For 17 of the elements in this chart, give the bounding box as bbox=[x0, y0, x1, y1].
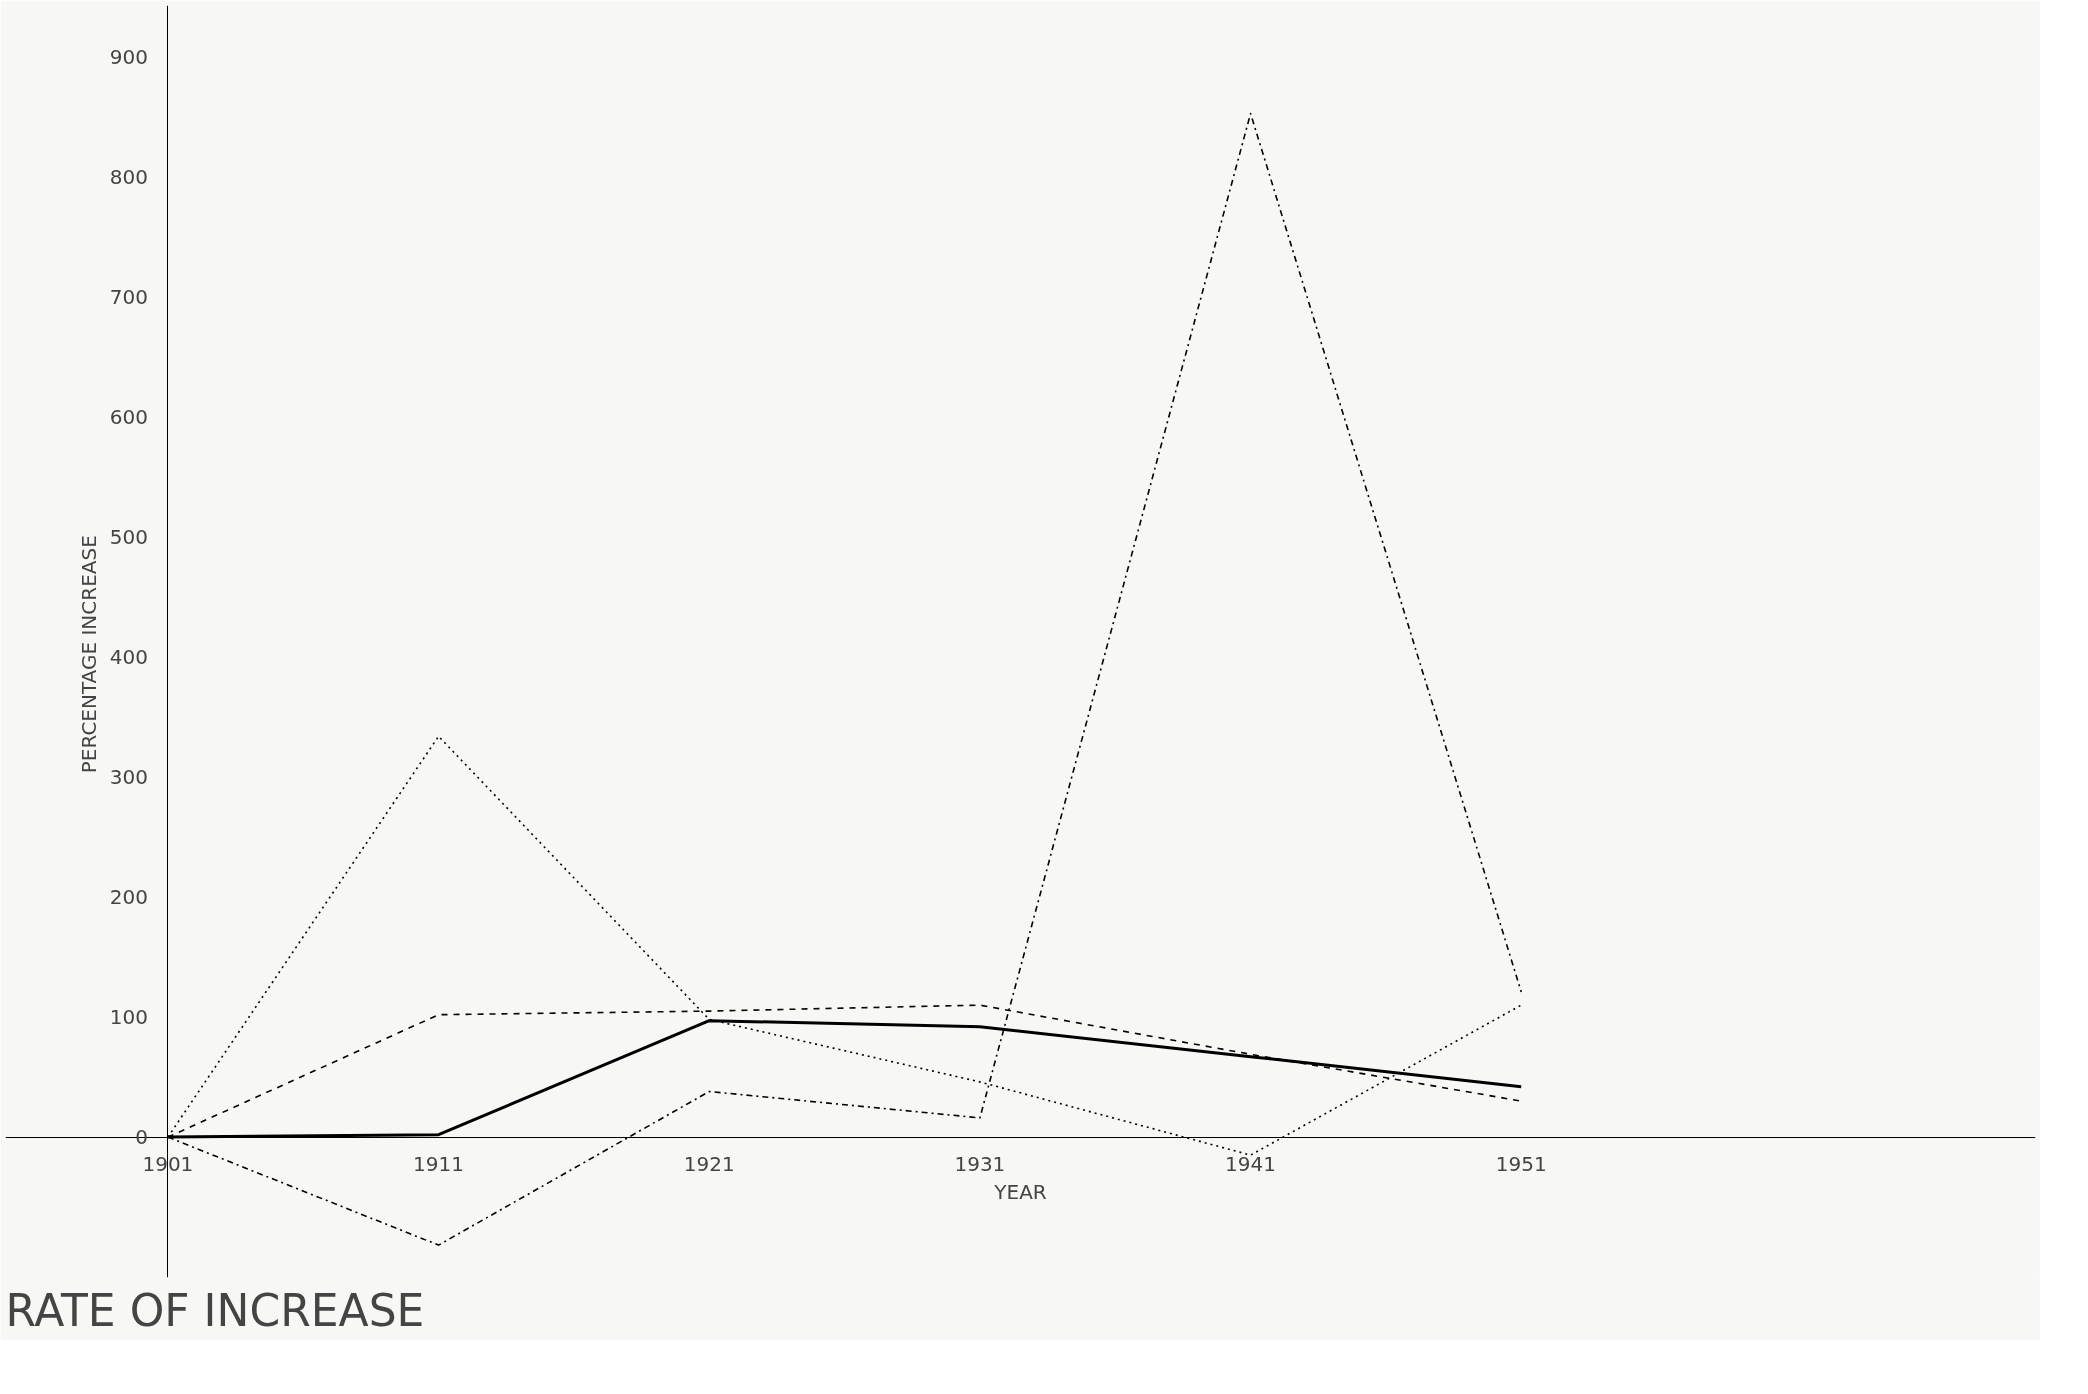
y-axis-title: PERCENTAGE INCREASE bbox=[77, 535, 102, 774]
x-tick-label: 1911 bbox=[413, 1152, 465, 1177]
x-tick-label: 1951 bbox=[1495, 1152, 1547, 1177]
y-tick-label: 200 bbox=[109, 885, 148, 910]
y-tick-label: 700 bbox=[109, 285, 148, 310]
y-tick-label: 300 bbox=[109, 765, 148, 790]
y-tick-label: 800 bbox=[109, 165, 148, 190]
y-tick-label: 900 bbox=[109, 45, 148, 70]
y-tick-label: 600 bbox=[109, 405, 148, 430]
y-tick-label: 400 bbox=[109, 645, 148, 670]
x-tick-label: 1921 bbox=[683, 1152, 735, 1177]
y-tick-label: 100 bbox=[109, 1005, 148, 1030]
x-tick-label: 1931 bbox=[954, 1152, 1006, 1177]
y-tick-label: 500 bbox=[109, 525, 148, 550]
x-axis-title: YEAR bbox=[993, 1179, 1047, 1204]
x-tick-label: 1941 bbox=[1225, 1152, 1277, 1177]
text: RATE OF INCREASE bbox=[5, 1284, 425, 1336]
